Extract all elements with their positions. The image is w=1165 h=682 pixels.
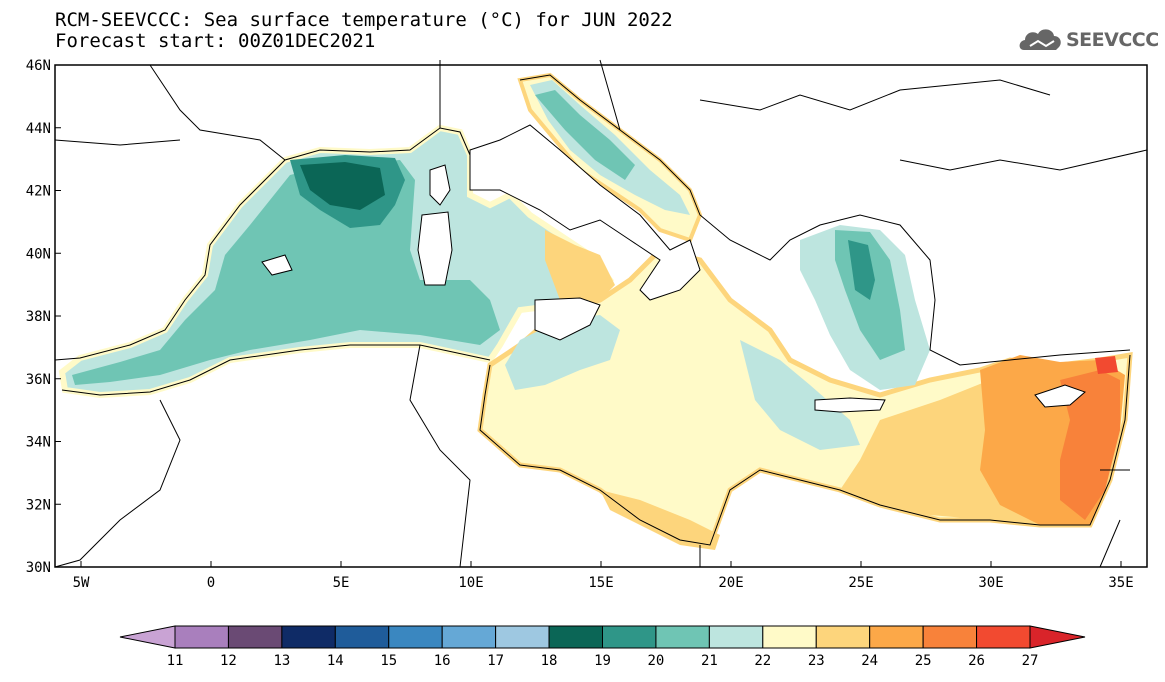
lon-tick-label: 25E [848, 575, 873, 591]
sst-western-18 [300, 162, 385, 210]
colorbar-label: 23 [808, 653, 825, 669]
italy-peninsula [469, 124, 701, 301]
lon-tick-label: 10E [458, 575, 483, 591]
cyprus [1034, 384, 1086, 408]
corsica [429, 164, 451, 206]
colorbar-label: 24 [861, 653, 878, 669]
lat-tick-label: 36N [26, 372, 51, 388]
sea-surface-field [58, 72, 1133, 550]
seevccc-logo: SEEVCCC [1016, 22, 1159, 58]
colorbar-label: 15 [380, 653, 397, 669]
lat-tick-label: 46N [26, 58, 51, 74]
colorbar-segment [441, 625, 497, 649]
lat-tick-label: 30N [26, 560, 51, 576]
colorbar-label: 16 [434, 653, 451, 669]
colorbar-segment [655, 625, 710, 649]
sst-ionian-21b [740, 340, 860, 450]
lon-tick-label: 0 [207, 575, 215, 591]
lon-tick-label: 15E [588, 575, 613, 591]
colorbar-segment [762, 625, 817, 649]
lon-tick-label: 30E [978, 575, 1003, 591]
colorbar-segment [388, 625, 443, 649]
latitude-ticks: 30N 32N 34N 36N 38N 40N 42N 44N 46N [26, 58, 61, 576]
colorbar-label: 25 [915, 653, 932, 669]
lat-tick-label: 42N [26, 184, 51, 200]
colorbar-segment [227, 625, 283, 649]
sst-ionian-21 [505, 315, 620, 390]
colorbar-label: 19 [594, 653, 611, 669]
sst-levantine-25 [1060, 370, 1120, 520]
lon-tick-label: 5E [333, 575, 350, 591]
crete [814, 397, 886, 413]
sst-adriatic-20 [535, 90, 635, 180]
lon-tick-label: 5W [73, 575, 90, 591]
colorbar-under-arrow [119, 625, 176, 649]
coastlines [54, 59, 1148, 568]
colorbar-segment [976, 625, 1031, 649]
colorbar-segment [281, 625, 336, 649]
sicily [534, 297, 601, 341]
colorbar-label: 20 [648, 653, 665, 669]
title-line-2: Forecast start: 00Z01DEC2021 [55, 30, 376, 52]
lat-tick-label: 38N [26, 309, 51, 325]
colorbar-label: 14 [327, 653, 344, 669]
sst-levantine-26 [1095, 356, 1118, 374]
colorbar-label: 22 [754, 653, 771, 669]
colorbar-label: 13 [273, 653, 290, 669]
colorbar-label: 26 [968, 653, 985, 669]
sst-aegean-19 [848, 240, 875, 300]
title-line-1: RCM-SEEVCCC: Sea surface temperature (°C… [55, 9, 673, 31]
lat-tick-label: 40N [26, 246, 51, 262]
lat-tick-label: 34N [26, 435, 51, 451]
colorbar-label: 18 [541, 653, 558, 669]
colorbar-segment [922, 625, 978, 649]
colorbar-over-arrow [1029, 625, 1086, 649]
longitude-ticks: 5W 0 5E 10E 15E 20E 25E 30E 35E [73, 561, 1134, 591]
sst-western-20 [72, 160, 500, 385]
colorbar-segment [602, 625, 657, 649]
colorbar-label: 17 [487, 653, 504, 669]
map-title: RCM-SEEVCCC: Sea surface temperature (°C… [55, 10, 673, 52]
sst-sirte-23 [600, 490, 720, 550]
sst-tyrrhenian [545, 230, 615, 300]
cloud-logo-icon [1019, 29, 1061, 50]
colorbar-segment [174, 625, 229, 649]
colorbar-segment [495, 625, 550, 649]
colorbar-segment [548, 625, 603, 649]
lat-tick-label: 32N [26, 497, 51, 513]
colorbar-segment [708, 625, 764, 649]
land-masses [261, 124, 1086, 413]
colorbar-segment [815, 625, 871, 649]
colorbar-segment [869, 625, 924, 649]
lon-tick-label: 35E [1108, 575, 1133, 591]
colorbar-label: 21 [701, 653, 718, 669]
colorbar: 11 12 13 14 15 16 17 18 19 20 21 22 23 24 25 26 27 [119, 625, 1086, 669]
colorbar-label: 12 [220, 653, 237, 669]
logo-text: SEEVCCC [1066, 29, 1159, 51]
lat-tick-label: 44N [26, 121, 51, 137]
sardinia [417, 211, 453, 286]
colorbar-label: 27 [1022, 653, 1039, 669]
colorbar-segment [334, 625, 390, 649]
lon-tick-label: 20E [718, 575, 743, 591]
colorbar-label: 11 [167, 653, 184, 669]
balearic-islands [261, 254, 293, 276]
